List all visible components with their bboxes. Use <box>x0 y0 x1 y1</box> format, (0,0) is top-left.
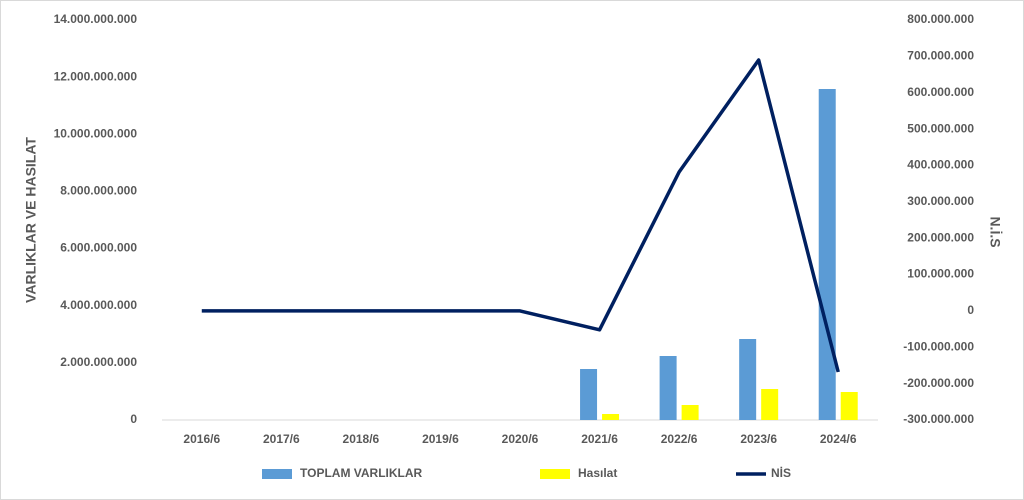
y-axis-title: VARLIKLAR VE HASILAT <box>23 137 39 303</box>
y2-tick-label: 200.000.000 <box>907 230 974 244</box>
y-tick-label: 12.000.000.000 <box>54 69 138 83</box>
bar <box>761 389 779 420</box>
x-tick-label: 2016/6 <box>183 432 220 446</box>
x-tick-label: 2019/6 <box>422 432 459 446</box>
x-tick-label: 2021/6 <box>581 432 618 446</box>
y2-tick-label: -200.000.000 <box>903 376 974 390</box>
legend-label: NİS <box>771 465 791 480</box>
x-tick-label: 2022/6 <box>661 432 698 446</box>
x-tick-label: 2017/6 <box>263 432 300 446</box>
legend-swatch <box>262 469 292 479</box>
y2-tick-label: 600.000.000 <box>907 85 974 99</box>
y2-tick-label: 300.000.000 <box>907 194 974 208</box>
bar <box>602 414 620 420</box>
y2-tick-label: -300.000.000 <box>903 412 974 426</box>
y2-tick-label: 500.000.000 <box>907 121 974 135</box>
bar <box>580 369 598 420</box>
y2-tick-label: 0 <box>967 303 974 317</box>
legend-label: Hasılat <box>578 466 617 480</box>
x-tick-label: 2024/6 <box>820 432 857 446</box>
x-tick-label: 2018/6 <box>343 432 380 446</box>
y2-tick-label: -100.000.000 <box>903 339 974 353</box>
y-tick-label: 0 <box>130 412 137 426</box>
y-tick-label: 6.000.000.000 <box>60 241 137 255</box>
bar <box>659 356 677 420</box>
line <box>201 58 840 373</box>
y2-tick-label: 100.000.000 <box>907 267 974 281</box>
y-tick-label: 4.000.000.000 <box>60 298 137 312</box>
y2-tick-label: 700.000.000 <box>907 49 974 63</box>
bar <box>818 89 836 420</box>
y-tick-label: 8.000.000.000 <box>60 184 137 198</box>
y2-tick-label: 400.000.000 <box>907 158 974 172</box>
x-tick-label: 2020/6 <box>502 432 539 446</box>
bar <box>840 392 858 420</box>
bar <box>681 405 699 420</box>
y2-axis-title: N.İ.S <box>987 216 1003 247</box>
bar <box>739 339 757 420</box>
y-tick-label: 14.000.000.000 <box>54 12 138 26</box>
y-tick-label: 10.000.000.000 <box>54 126 138 140</box>
legend-swatch <box>540 469 570 479</box>
y2-tick-label: 800.000.000 <box>907 12 974 26</box>
y-tick-label: 2.000.000.000 <box>60 355 137 369</box>
x-tick-label: 2023/6 <box>740 432 777 446</box>
legend-label: TOPLAM VARLIKLAR <box>300 466 423 480</box>
